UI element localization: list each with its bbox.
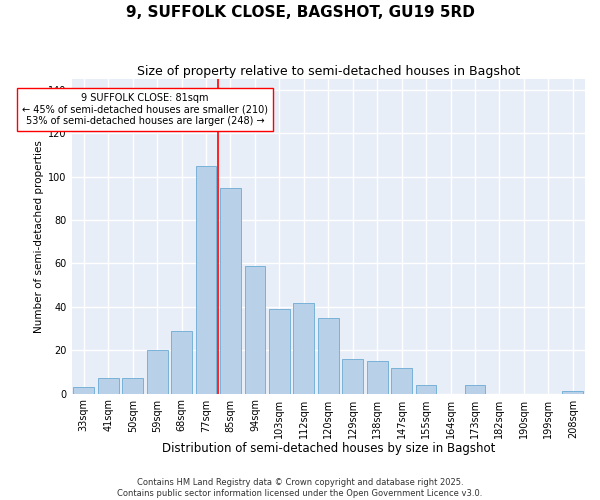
X-axis label: Distribution of semi-detached houses by size in Bagshot: Distribution of semi-detached houses by … bbox=[161, 442, 495, 455]
Bar bbox=[98, 378, 119, 394]
Bar bbox=[220, 188, 241, 394]
Title: Size of property relative to semi-detached houses in Bagshot: Size of property relative to semi-detach… bbox=[137, 65, 520, 78]
Bar bbox=[147, 350, 167, 394]
Bar bbox=[562, 392, 583, 394]
Bar bbox=[171, 330, 192, 394]
Bar bbox=[73, 387, 94, 394]
Bar bbox=[367, 361, 388, 394]
Text: Contains HM Land Registry data © Crown copyright and database right 2025.
Contai: Contains HM Land Registry data © Crown c… bbox=[118, 478, 482, 498]
Text: 9, SUFFOLK CLOSE, BAGSHOT, GU19 5RD: 9, SUFFOLK CLOSE, BAGSHOT, GU19 5RD bbox=[125, 5, 475, 20]
Bar bbox=[122, 378, 143, 394]
Bar bbox=[293, 302, 314, 394]
Bar bbox=[196, 166, 217, 394]
Y-axis label: Number of semi-detached properties: Number of semi-detached properties bbox=[34, 140, 44, 333]
Bar bbox=[269, 309, 290, 394]
Bar bbox=[416, 385, 436, 394]
Bar bbox=[391, 368, 412, 394]
Bar bbox=[245, 266, 265, 394]
Bar bbox=[318, 318, 338, 394]
Bar bbox=[343, 359, 363, 394]
Bar bbox=[464, 385, 485, 394]
Text: 9 SUFFOLK CLOSE: 81sqm
← 45% of semi-detached houses are smaller (210)
53% of se: 9 SUFFOLK CLOSE: 81sqm ← 45% of semi-det… bbox=[22, 93, 268, 126]
